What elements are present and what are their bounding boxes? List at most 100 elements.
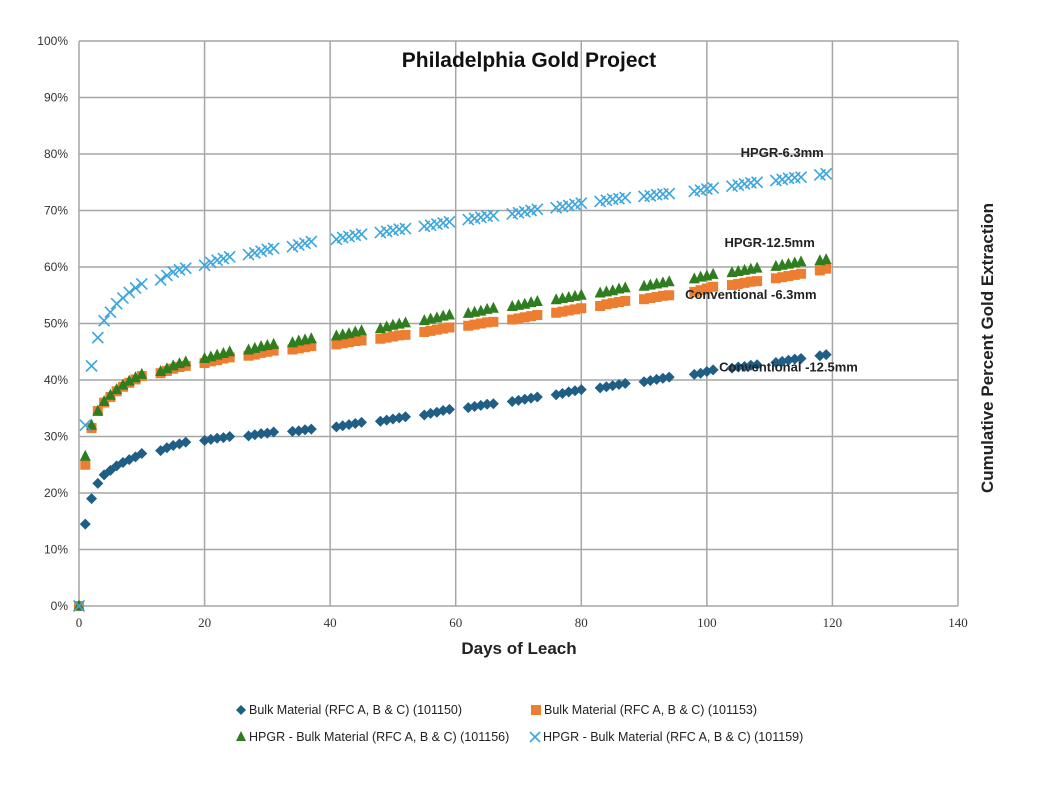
x-marker-stroke: [443, 215, 456, 228]
annotation-label: Conventional -6.3mm: [685, 287, 816, 302]
x-marker-stroke: [85, 359, 98, 372]
square-marker: [745, 276, 756, 287]
triangle-marker: [399, 316, 411, 328]
x-marker-stroke: [529, 731, 541, 743]
square-marker: [770, 273, 781, 284]
triangle-marker: [224, 345, 236, 357]
square-marker: [463, 320, 474, 331]
legend-label: HPGR - Bulk Material (RFC A, B & C) (101…: [249, 730, 509, 744]
x-marker: [79, 419, 92, 432]
diamond-marker: [481, 398, 493, 410]
series-4: [72, 167, 833, 613]
legend-item: Bulk Material (RFC A, B & C) (101153): [531, 703, 757, 717]
square-marker: [400, 329, 411, 340]
y-tick-label: 0%: [51, 599, 69, 613]
diamond-marker: [356, 416, 368, 428]
x-marker-stroke: [91, 331, 104, 344]
square-marker: [394, 330, 405, 341]
x-marker: [707, 181, 720, 194]
square-marker: [249, 349, 260, 360]
square-marker: [356, 335, 367, 346]
triangle-marker: [663, 275, 675, 287]
triangle-marker: [86, 418, 98, 430]
square-marker: [789, 269, 800, 280]
x-marker: [794, 171, 808, 184]
square-marker: [218, 353, 229, 364]
x-marker-stroke: [160, 269, 173, 282]
diamond-marker: [663, 371, 675, 383]
x-marker-stroke: [487, 209, 500, 222]
x-marker-stroke: [399, 222, 412, 235]
square-marker: [613, 297, 624, 308]
square-marker: [601, 299, 612, 310]
x-marker-stroke: [204, 256, 217, 269]
y-tick-label: 10%: [44, 543, 68, 557]
square-marker: [343, 337, 354, 348]
diamond-marker: [136, 447, 148, 459]
legend-label: HPGR - Bulk Material (RFC A, B & C) (101…: [543, 730, 803, 744]
triangle-marker: [531, 294, 543, 306]
triangle-marker: [92, 404, 104, 416]
diamond-marker: [575, 384, 587, 396]
diamond-marker: [92, 477, 104, 489]
x-marker: [531, 203, 544, 216]
y-tick-label: 70%: [44, 204, 68, 218]
legend-label: Bulk Material (RFC A, B & C) (101153): [544, 703, 757, 717]
square-marker: [519, 312, 530, 323]
square-marker: [733, 278, 744, 289]
diamond-marker: [299, 424, 311, 436]
x-marker-stroke: [794, 171, 808, 184]
diamond-marker: [795, 353, 807, 365]
annotation-label: Conventional -12.5mm: [719, 360, 858, 375]
x-marker: [167, 266, 180, 279]
series-1: [73, 349, 832, 612]
square-marker: [620, 295, 631, 306]
square-marker: [431, 324, 442, 335]
y-axis-title: Cumulative Percent Gold Extraction: [978, 203, 997, 493]
square-marker: [350, 336, 361, 347]
square-marker: [268, 345, 279, 356]
square-marker: [387, 331, 398, 342]
triangle-marker: [161, 362, 173, 374]
triangle-marker: [111, 383, 123, 395]
square-marker: [576, 303, 587, 314]
y-tick-label: 80%: [44, 147, 68, 161]
square-marker: [639, 294, 650, 305]
square-marker: [256, 347, 267, 358]
diamond-marker: [180, 436, 192, 448]
square-marker: [739, 277, 750, 288]
diamond-marker: [268, 426, 280, 438]
x-marker: [443, 215, 456, 228]
x-marker-stroke: [79, 419, 92, 432]
square-marker: [300, 342, 311, 353]
square-marker: [551, 307, 562, 318]
x-marker: [98, 314, 111, 327]
triangle-marker: [268, 337, 280, 349]
triangle-marker: [236, 731, 246, 741]
x-marker: [204, 256, 217, 269]
x-marker: [575, 197, 588, 210]
x-marker-stroke: [663, 187, 676, 200]
legend-label: Bulk Material (RFC A, B & C) (101150): [249, 703, 462, 717]
square-marker: [689, 286, 700, 297]
x-marker-stroke: [198, 259, 211, 272]
triangle-marker: [180, 355, 192, 367]
triangle-marker: [820, 253, 832, 265]
triangle-marker: [707, 267, 719, 279]
square-marker: [664, 290, 675, 301]
diamond-marker: [236, 705, 246, 715]
y-tick-label: 60%: [44, 260, 68, 274]
x-marker-stroke: [531, 203, 544, 216]
x-marker: [179, 262, 192, 275]
annotations: HPGR-6.3mm HPGR-12.5mm Conventional -6.3mm…: [685, 145, 858, 375]
diamond-marker: [211, 432, 223, 444]
square-marker: [444, 322, 455, 333]
x-marker-stroke: [707, 181, 720, 194]
square-marker: [488, 316, 499, 327]
square-marker: [205, 356, 216, 367]
x-marker-stroke: [223, 250, 236, 263]
x-marker: [267, 242, 280, 255]
square-marker: [651, 291, 662, 302]
y-tick-label: 20%: [44, 486, 68, 500]
